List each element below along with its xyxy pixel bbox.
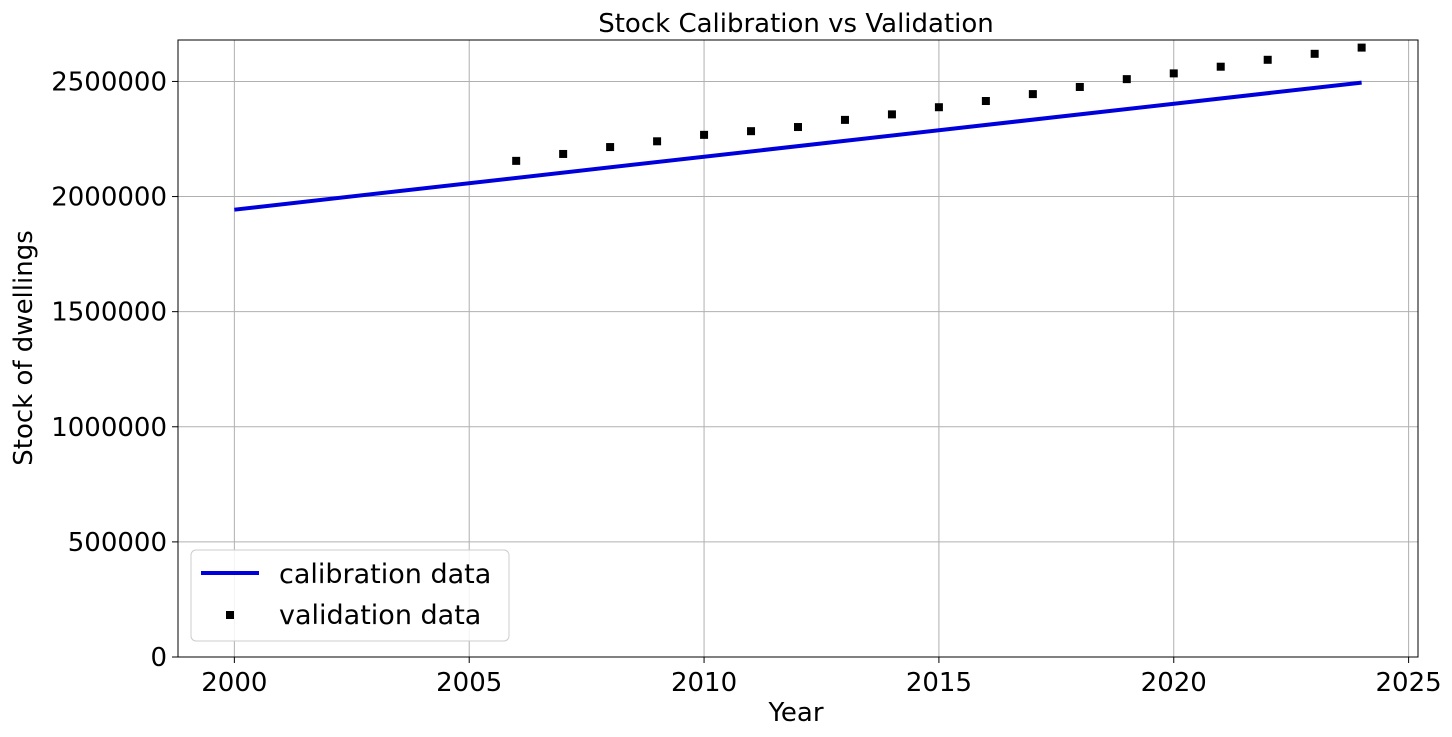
legend-label-validation: validation data	[279, 600, 481, 631]
validation-point	[1310, 49, 1319, 58]
x-tick-label: 2025	[1376, 668, 1442, 698]
validation-point	[1263, 55, 1272, 64]
plot-frame	[177, 39, 1419, 658]
series-layer	[234, 43, 1366, 212]
validation-point	[1169, 69, 1178, 78]
validation-point	[1357, 43, 1366, 52]
validation-point	[1216, 62, 1225, 71]
calibration-line	[234, 80, 1362, 212]
legend-label-calibration: calibration data	[279, 559, 491, 590]
legend-box	[190, 549, 510, 642]
validation-point	[1122, 75, 1131, 84]
y-tick-label: 0	[150, 643, 167, 673]
validation-point	[981, 97, 990, 106]
y-tick-label: 500000	[68, 528, 167, 558]
y-tick-label: 2500000	[51, 67, 167, 97]
chart-title: Stock Calibration vs Validation	[598, 9, 994, 39]
validation-point	[1028, 90, 1037, 99]
y-axis-title: Stock of dwellings	[9, 230, 39, 466]
legend-swatch-validation	[226, 611, 234, 619]
x-axis: 2000 2005 2010 2015 2020 2025	[201, 657, 1442, 698]
validation-point	[1075, 82, 1084, 91]
validation-point	[794, 123, 802, 132]
validation-point	[887, 110, 896, 119]
x-tick-label: 2000	[201, 668, 267, 698]
validation-point	[512, 156, 521, 165]
validation-point	[606, 143, 615, 152]
y-tick-label: 1500000	[51, 298, 167, 328]
x-tick-label: 2020	[1141, 668, 1207, 698]
x-axis-title: Year	[767, 698, 823, 728]
validation-point	[934, 103, 943, 112]
x-tick-label: 2010	[671, 668, 737, 698]
y-tick-label: 2000000	[51, 183, 167, 213]
validation-point	[559, 149, 568, 158]
validation-point	[700, 130, 709, 139]
x-tick-label: 2005	[436, 668, 502, 698]
validation-point	[840, 115, 849, 124]
x-tick-label: 2015	[906, 668, 972, 698]
y-axis: 0 500000 1000000 1500000 2000000 2500000	[51, 67, 178, 673]
y-tick-label: 1000000	[51, 413, 167, 443]
legend: calibration data validation data	[190, 549, 510, 642]
validation-point	[653, 137, 662, 146]
validation-point	[747, 127, 756, 136]
